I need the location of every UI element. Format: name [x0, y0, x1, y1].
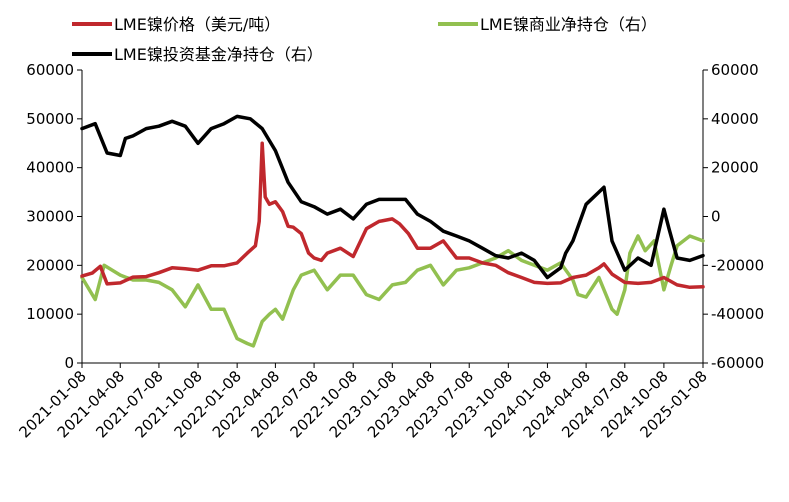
y-left-tick-label: 40000 — [26, 159, 74, 177]
y-right-tick-label: 20000 — [711, 159, 759, 177]
y-left-tick-label: 60000 — [26, 61, 74, 79]
y-right-tick-label: -20000 — [711, 256, 764, 274]
legend-commercial-label: LME镍商业净持仓（右） — [480, 15, 657, 34]
y-right-tick-label: 0 — [711, 208, 721, 226]
y-left-tick-label: 50000 — [26, 110, 74, 128]
y-right-tick-label: 40000 — [711, 110, 759, 128]
y-left-tick-label: 30000 — [26, 208, 74, 226]
y-right-tick-label: -40000 — [711, 305, 764, 323]
series-line-2 — [80, 114, 705, 280]
y-left-tick-label: 0 — [64, 354, 74, 372]
y-right-tick-label: 60000 — [711, 61, 759, 79]
y-right-tick-label: -60000 — [711, 354, 764, 372]
series-line-0 — [80, 141, 705, 290]
y-left-tick-label: 20000 — [26, 256, 74, 274]
axes: 0 10000 20000 30000 40000 50000 60000 -60000 -40… — [15, 61, 764, 441]
y-left-tick-label: 10000 — [26, 305, 74, 323]
legend: LME镍价格（美元/吨） LME镍商业净持仓（右） LME镍投资基金净持仓（右） — [72, 15, 657, 64]
series-lines — [80, 114, 705, 348]
legend-price-label: LME镍价格（美元/吨） — [114, 15, 280, 34]
series-line-1 — [80, 234, 705, 348]
legend-fund-label: LME镍投资基金净持仓（右） — [114, 45, 323, 64]
